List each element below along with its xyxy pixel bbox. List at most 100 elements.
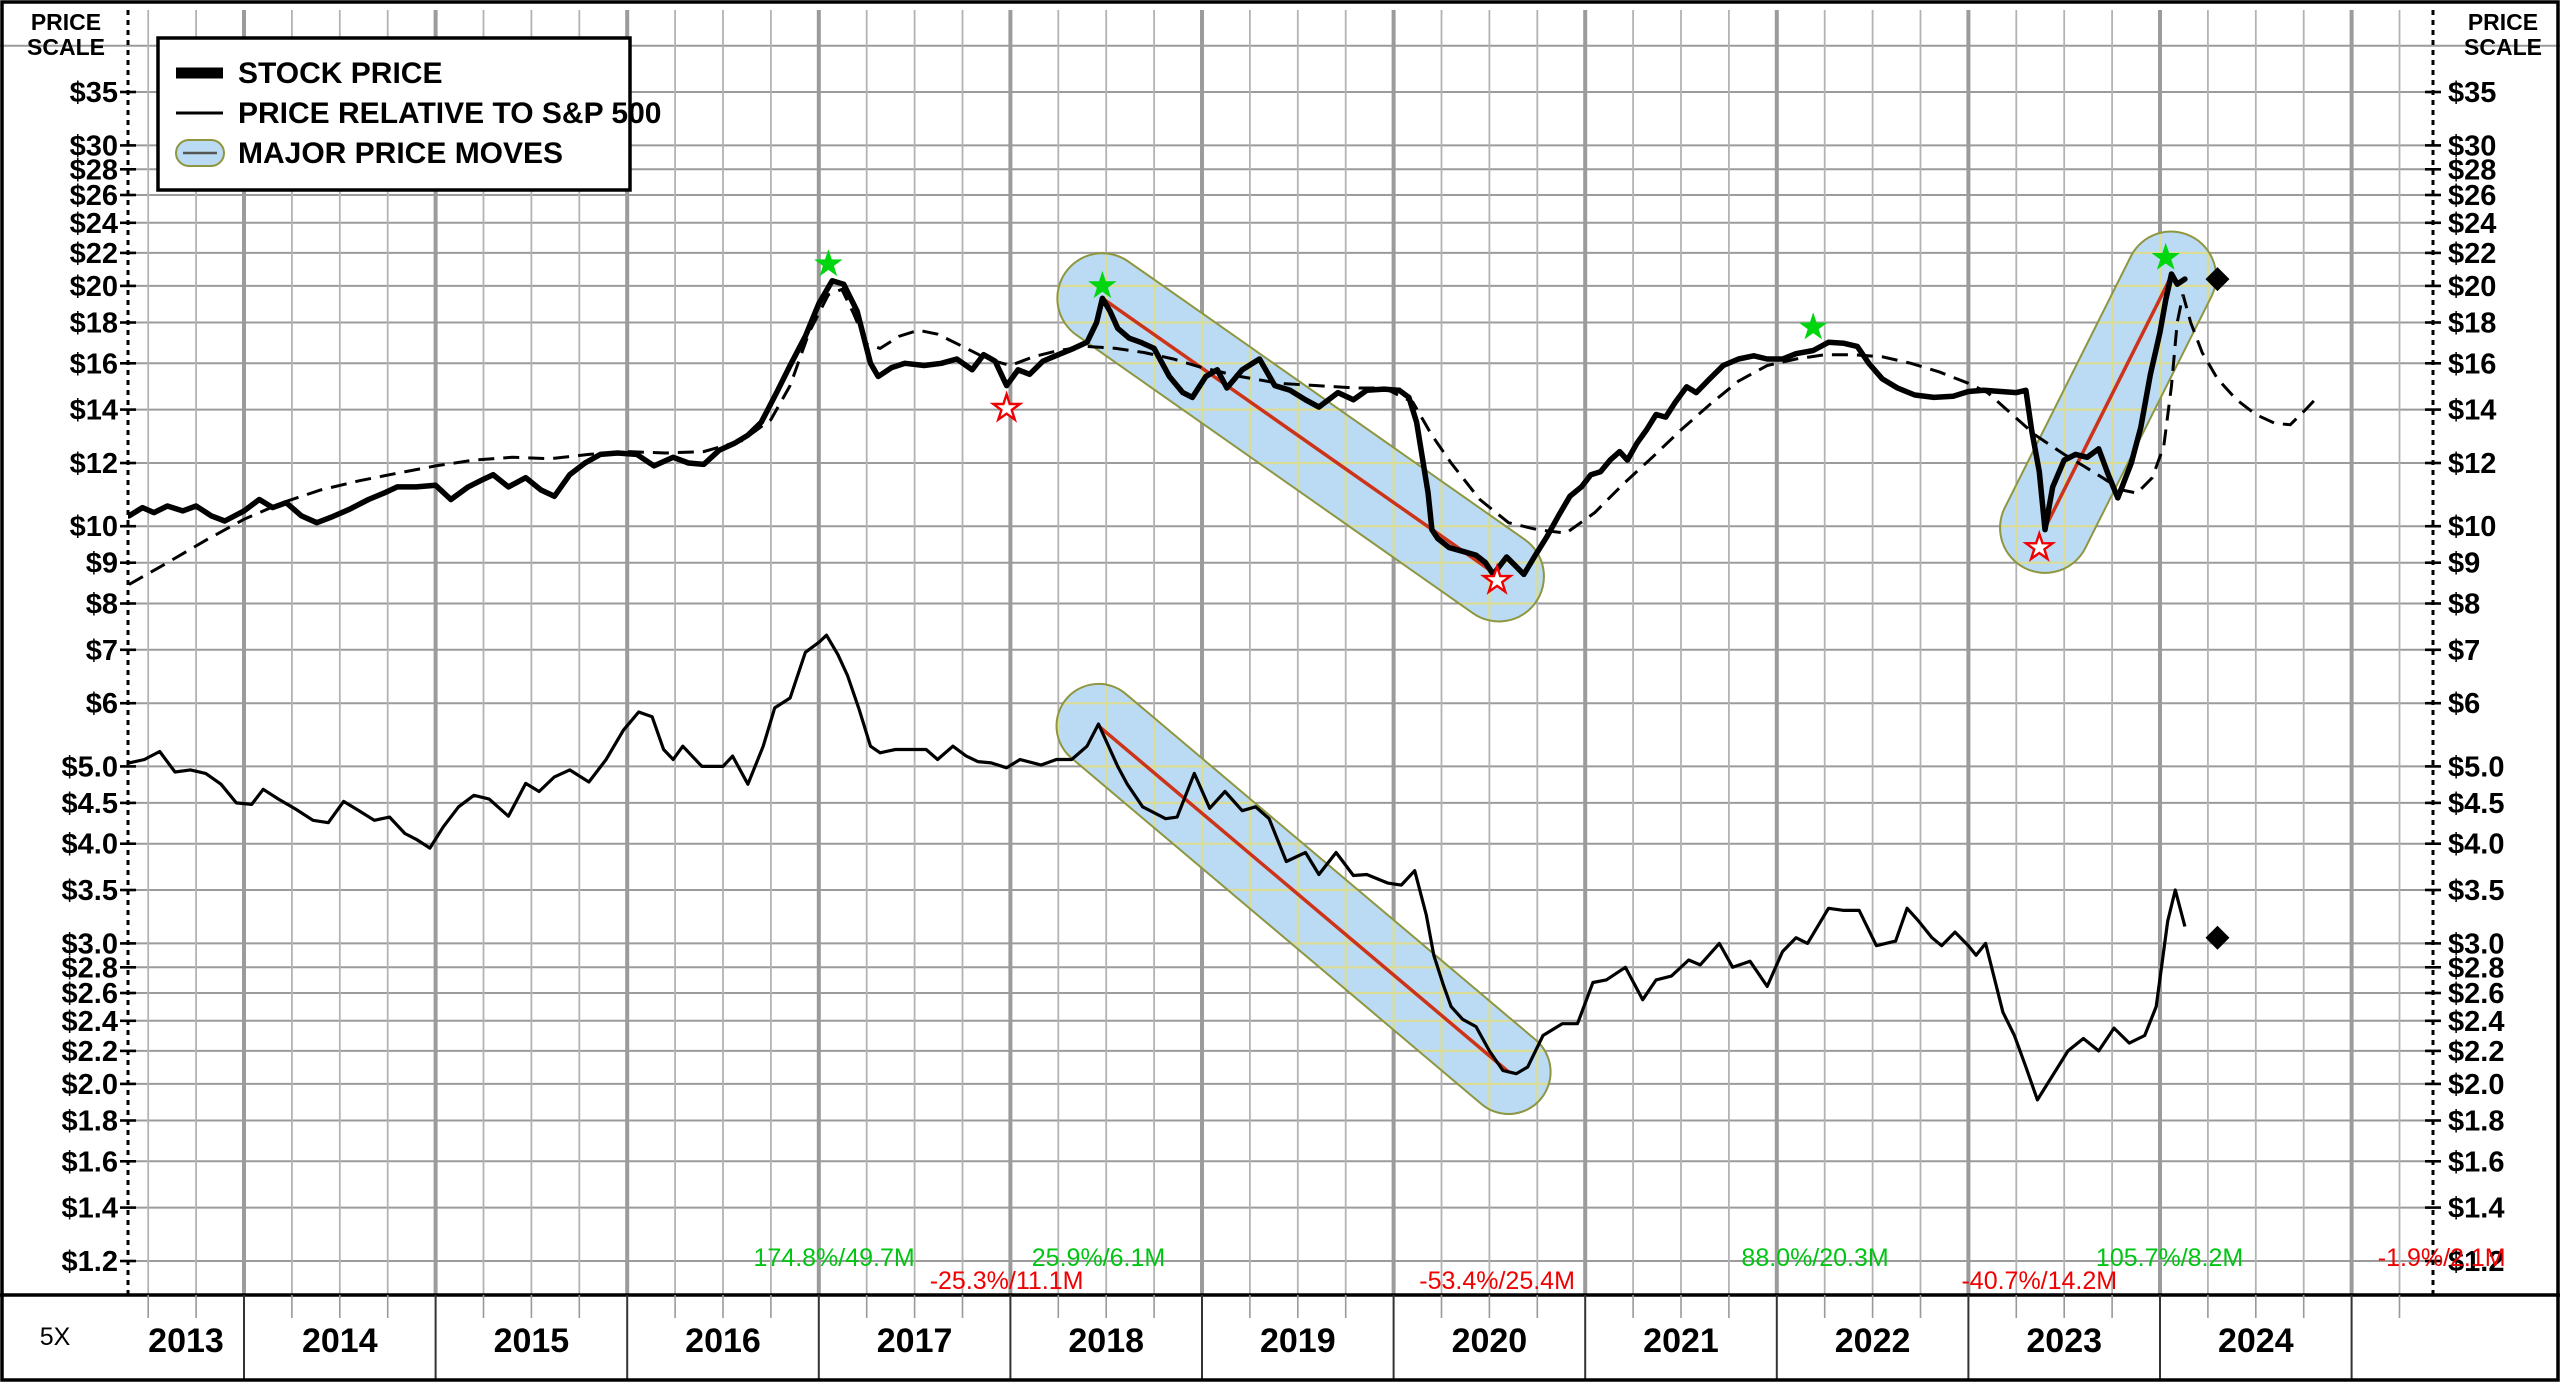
price-label-left: $1.6 (62, 1146, 118, 1178)
price-label-left: $18 (70, 308, 118, 340)
price-label-right: $35 (2448, 77, 2496, 109)
year-label: 2016 (685, 1322, 761, 1360)
price-label-left: $14 (70, 395, 118, 427)
price-label-right: $2.6 (2448, 978, 2504, 1010)
price-label-left: $1.4 (62, 1193, 118, 1225)
price-scale-title-left: PRICE (31, 9, 101, 35)
legend-item-label: PRICE RELATIVE TO S&P 500 (238, 97, 661, 130)
price-label-left: $5.0 (62, 751, 118, 783)
price-label-left: $2.6 (62, 978, 118, 1010)
year-band: 2013 2014 2015 2016 2017 2018 2019 2020 2021 2022… (0, 1293, 2560, 1379)
move-annotation-green: 174.8%/49.7M (753, 1244, 914, 1272)
price-label-left: $3.5 (62, 875, 118, 907)
green-star-icon (1088, 270, 1117, 299)
price-label-right: $5.0 (2448, 751, 2504, 783)
price-label-left: $20 (70, 271, 118, 303)
price-labels: $35 $35$30 $30$28 $28$26 $26$24 $24$22 $22$20 $… (27, 9, 2542, 1278)
price-label-left: $8 (86, 589, 118, 621)
price-label-right: $2.2 (2448, 1036, 2504, 1068)
price-scale-title-right: PRICE (2468, 9, 2538, 35)
price-label-left: $1.8 (62, 1106, 118, 1138)
year-label: 2015 (494, 1322, 570, 1360)
price-label-left: $4.0 (62, 829, 118, 861)
red-open-star-icon (989, 390, 1024, 423)
year-label: 2023 (2026, 1322, 2102, 1360)
axes-layer (120, 10, 2441, 1295)
year-label: 2017 (877, 1322, 953, 1360)
year-label: 2022 (1835, 1322, 1911, 1360)
capsule-outline (1055, 682, 1552, 1115)
price-scale-title-right: SCALE (2464, 34, 2542, 60)
price-label-right: $26 (2448, 180, 2496, 212)
year-label: 2021 (1643, 1322, 1719, 1360)
price-label-right: $8 (2448, 589, 2480, 621)
price-label-left: $2.8 (62, 952, 118, 984)
price-label-right: $2.0 (2448, 1069, 2504, 1101)
price-label-right: $24 (2448, 208, 2496, 240)
price-label-right: $9 (2448, 548, 2480, 580)
price-label-right: $4.5 (2448, 788, 2504, 820)
price-scale-title-left: SCALE (27, 34, 105, 60)
price-label-left: $22 (70, 238, 118, 270)
price-label-right: $10 (2448, 511, 2496, 543)
stock-price-line (128, 271, 2188, 578)
series-layer (128, 271, 2319, 1102)
black-diamond-icon (2205, 267, 2230, 292)
move-annotation-green: 88.0%/20.3M (1741, 1244, 1888, 1272)
price-label-right: $1.2 (2448, 1246, 2504, 1278)
red-open-star-icon (1480, 562, 1515, 595)
price-label-right: $30 (2448, 130, 2496, 162)
price-label-left: $30 (70, 130, 118, 162)
price-label-left: $3.0 (62, 928, 118, 960)
year-label: 2019 (1260, 1322, 1336, 1360)
price-label-left: $1.2 (62, 1246, 118, 1278)
price-label-right: $18 (2448, 308, 2496, 340)
price-label-left: $2.0 (62, 1069, 118, 1101)
year-label: 2024 (2218, 1322, 2294, 1360)
price-label-right: $3.5 (2448, 875, 2504, 907)
price-label-right: $22 (2448, 238, 2496, 270)
green-star-icon (1798, 312, 1828, 340)
price-label-right: $4.0 (2448, 829, 2504, 861)
capsule-outline (1056, 252, 1545, 623)
markers-layer (814, 242, 2230, 950)
price-label-left: $26 (70, 180, 118, 212)
year-label: 2020 (1452, 1322, 1528, 1360)
price-label-left: $16 (70, 348, 118, 380)
price-label-right: $20 (2448, 271, 2496, 303)
price-label-right: $1.4 (2448, 1193, 2504, 1225)
price-label-right: $16 (2448, 348, 2496, 380)
red-open-star-icon (2022, 529, 2057, 563)
price-label-left: $6 (86, 688, 118, 720)
price-label-right: $3.0 (2448, 928, 2504, 960)
price-label-left: $2.4 (62, 1006, 118, 1038)
price-label-right: $6 (2448, 688, 2480, 720)
price-label-right: $28 (2448, 154, 2496, 186)
legend-item-label: MAJOR PRICE MOVES (238, 137, 563, 170)
price-label-left: $35 (70, 77, 118, 109)
price-label-right: $12 (2448, 448, 2496, 480)
move-annotation-green: 105.7%/8.2M (2096, 1244, 2243, 1272)
price-label-left: $10 (70, 511, 118, 543)
price-label-right: $1.8 (2448, 1106, 2504, 1138)
price-label-left: $4.5 (62, 788, 118, 820)
capsule-trend-line (2043, 274, 2174, 529)
price-label-right: $14 (2448, 395, 2496, 427)
price-label-right: $7 (2448, 635, 2480, 667)
scale-multiplier-note: 5X (40, 1323, 71, 1351)
price-label-left: $28 (70, 154, 118, 186)
price-label-right: $2.8 (2448, 952, 2504, 984)
price-label-right: $2.4 (2448, 1006, 2504, 1038)
move-annotation-red: -25.3%/11.1M (930, 1267, 1084, 1295)
move-annotation-red: -40.7%/14.2M (1961, 1267, 2117, 1295)
legend: STOCK PRICE PRICE RELATIVE TO S&P 500 MAJO… (156, 36, 661, 192)
year-label: 2014 (302, 1322, 378, 1360)
legend-item-label: STOCK PRICE (238, 57, 442, 90)
capsule-trend-line (1097, 724, 1510, 1074)
year-label: 2013 (148, 1322, 224, 1360)
